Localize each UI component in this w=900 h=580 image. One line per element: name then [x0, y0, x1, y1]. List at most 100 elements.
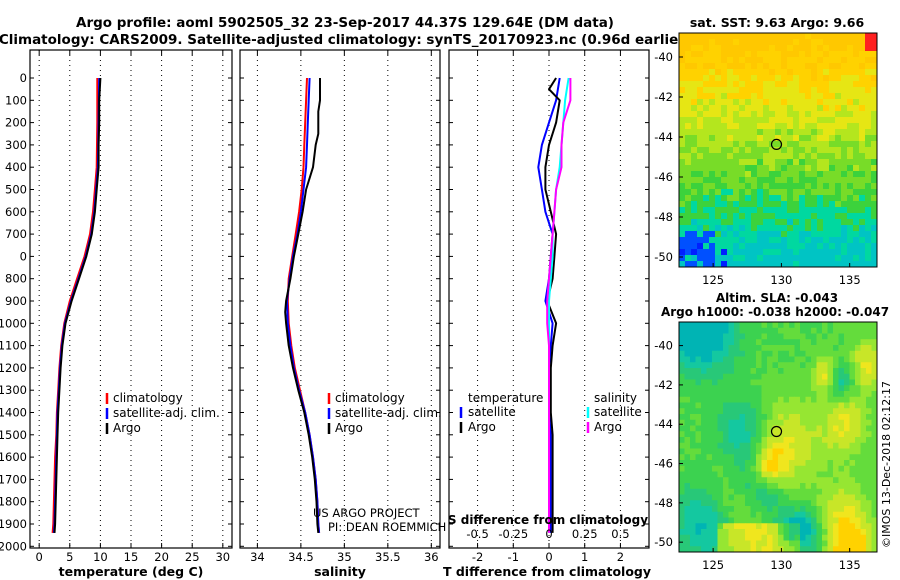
- sla-map-cell: [811, 534, 817, 541]
- sla-map-cell: [761, 437, 768, 444]
- sla-map-cell: [778, 477, 784, 484]
- sla-map-cell: [833, 373, 839, 380]
- sst-map-cell: [787, 171, 794, 178]
- sst-map-cell: [805, 81, 812, 88]
- depth-tick-label: 1400: [0, 406, 27, 420]
- sla-map-cell: [827, 442, 834, 449]
- sst-map-cell: [763, 141, 770, 148]
- sst-map-cell: [865, 189, 872, 196]
- sst-map-cell: [715, 123, 722, 130]
- sst-map-cell: [829, 105, 836, 112]
- sst-map-cell: [787, 213, 794, 220]
- sst-map-cell: [871, 213, 878, 220]
- sla-map-cell: [701, 362, 707, 369]
- sla-map-cell: [794, 511, 801, 518]
- sst-map-cell: [817, 33, 824, 40]
- sst-map-cell: [805, 51, 812, 58]
- sla-map-cell: [679, 465, 685, 472]
- sla-map-cell: [684, 402, 691, 409]
- sst-map-cell: [781, 111, 788, 118]
- sst-map-cell: [817, 153, 824, 160]
- sla-map-cell: [684, 333, 691, 340]
- sst-map-cell: [727, 39, 734, 46]
- sla-map-cell: [734, 391, 740, 398]
- sst-map-cell: [721, 183, 728, 190]
- sla-map-cell: [679, 454, 685, 461]
- sla-map-cell: [800, 345, 806, 352]
- sla-map-cell: [679, 431, 685, 438]
- sla-map-cell: [844, 494, 850, 501]
- sla-map-cell: [767, 454, 773, 461]
- sst-map-cell: [793, 105, 800, 112]
- sla-map-cell: [684, 345, 691, 352]
- sla-map-cell: [679, 483, 685, 490]
- sla-map-cell: [679, 506, 685, 513]
- sst-map-cell: [817, 45, 824, 52]
- sst-map-cell: [697, 141, 704, 148]
- sla-map-cell: [695, 465, 702, 472]
- sla-map-cell: [679, 534, 685, 541]
- sla-map-cell: [800, 448, 806, 455]
- sst-map-cell: [721, 147, 728, 154]
- sst-map-cell: [733, 177, 740, 184]
- sla-map-cell: [767, 362, 773, 369]
- sst-map-cell: [781, 165, 788, 172]
- sla-map-cell: [723, 448, 729, 455]
- sla-map-cell: [701, 534, 707, 541]
- sst-map-cell: [799, 177, 806, 184]
- sst-map-cell: [703, 183, 710, 190]
- sst-map-cell: [841, 231, 848, 238]
- sla-map-cell: [838, 333, 845, 340]
- sst-map-cell: [709, 93, 716, 100]
- sst-map-cell: [781, 237, 788, 244]
- sla-map-cell: [811, 523, 817, 530]
- sst-map-cell: [691, 177, 698, 184]
- sst-map-cell: [823, 141, 830, 148]
- sst-map-cell: [775, 261, 782, 268]
- sst-map-cell: [805, 249, 812, 256]
- sst-map-cells: [679, 33, 878, 268]
- sst-map-cell: [811, 99, 818, 106]
- sst-map-cell: [805, 123, 812, 130]
- sla-map-cell: [712, 414, 718, 421]
- sla-map-cell: [717, 373, 724, 380]
- sla-map-cell: [866, 425, 872, 432]
- sst-map-cell: [739, 63, 746, 70]
- sla-map-cell: [690, 327, 696, 334]
- sst-map-cell: [727, 159, 734, 166]
- sla-map-cell: [860, 327, 867, 334]
- sla-map-cell: [844, 437, 850, 444]
- sst-map-cell: [733, 249, 740, 256]
- sst-map-cell: [853, 243, 860, 250]
- sst-map-cell: [733, 81, 740, 88]
- sla-map-cell: [794, 385, 801, 392]
- sla-map-cell: [767, 517, 773, 524]
- sst-map-cell: [691, 237, 698, 244]
- sst-map-cell: [709, 51, 716, 58]
- sla-map-cell: [728, 431, 735, 438]
- sst-map-cell: [865, 129, 872, 136]
- sla-map-cell: [800, 414, 806, 421]
- sla-map-cell: [827, 465, 834, 472]
- sst-map-cell: [775, 129, 782, 136]
- sla-map-cell: [750, 506, 757, 513]
- sst-map-cell: [685, 255, 692, 262]
- sla-map-cell: [706, 488, 713, 495]
- sst-map-cell: [859, 99, 866, 106]
- sst-map-cell: [745, 81, 752, 88]
- sst-map-cell: [745, 69, 752, 76]
- sla-map-cell: [734, 448, 740, 455]
- sla-map-cell: [750, 448, 757, 455]
- sla-map-cell: [690, 419, 696, 426]
- figure-title-line2: Climatology: CARS2009. Satellite-adjuste…: [0, 32, 691, 48]
- salinity-x-ticks: 34 34.5 35 35.5 36: [250, 550, 439, 564]
- sst-map-cell: [835, 123, 842, 130]
- sla-map-cell: [739, 327, 746, 334]
- sla-map-cell: [871, 350, 878, 357]
- sst-map-cell: [727, 171, 734, 178]
- sla-map-cell: [695, 431, 702, 438]
- sla-map-cell: [838, 345, 845, 352]
- sst-map-cell: [685, 93, 692, 100]
- sla-map-cell: [712, 523, 718, 530]
- sla-map-cell: [866, 488, 872, 495]
